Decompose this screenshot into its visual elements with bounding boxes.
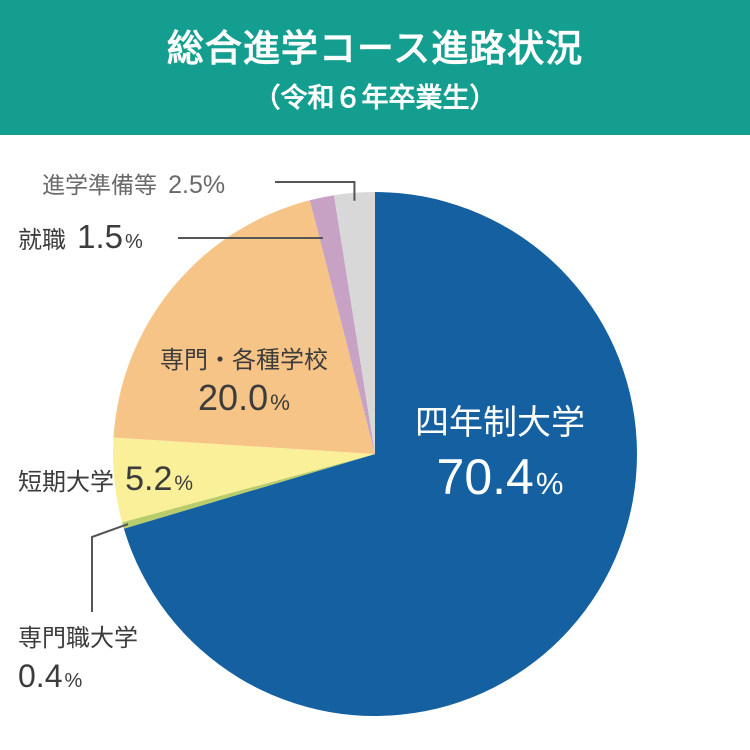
pie-slice-進学準備等 bbox=[334, 192, 375, 454]
chart-subtitle: （令和６年卒業生） bbox=[253, 83, 497, 114]
slice-label-進学準備等: 進学準備等 2.5% bbox=[42, 171, 226, 199]
pie-slice-四年制大学 bbox=[123, 192, 637, 716]
slice-label-専門・各種学校: 専門・各種学校 20.0% bbox=[160, 346, 328, 418]
pie-slice-専門・各種学校 bbox=[113, 200, 375, 454]
slice-label-就職: 就職 1.5% bbox=[18, 218, 143, 255]
header-banner bbox=[0, 0, 750, 135]
slice-label-専門職大学: 専門職大学 0.4% bbox=[18, 624, 138, 694]
chart-title: 総合進学コース進路状況 bbox=[166, 27, 584, 70]
pie-slice-就職 bbox=[309, 195, 375, 455]
slice-label-四年制大学: 四年制大学 70.4% bbox=[415, 403, 585, 505]
slice-label-短期大学: 短期大学 5.2% bbox=[18, 460, 194, 498]
leader-line-進学準備等 bbox=[275, 181, 356, 201]
leader-line-専門職大学 bbox=[91, 523, 129, 612]
pie-slice-短期大学 bbox=[113, 437, 376, 523]
pie-slice-専門職大学 bbox=[122, 454, 375, 529]
